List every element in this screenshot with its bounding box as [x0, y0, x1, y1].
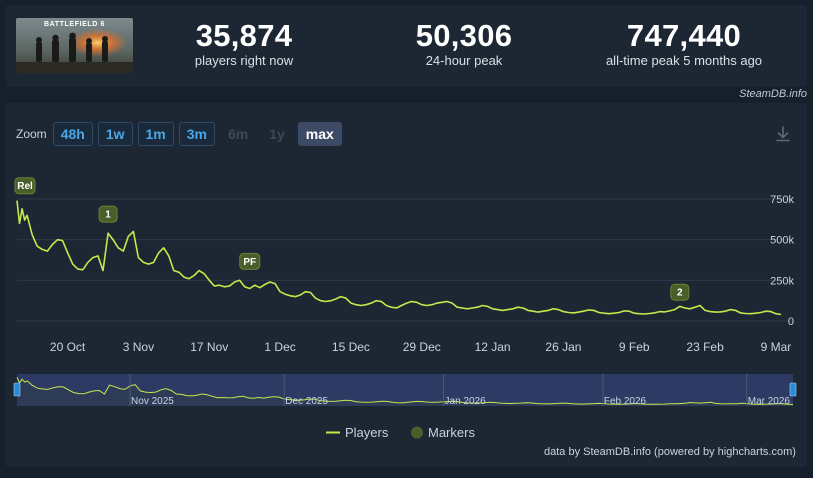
x-tick-label: 9 Mar	[761, 340, 792, 354]
stat-24h-peak: 50,306 24-hour peak	[394, 19, 534, 69]
players-series	[16, 200, 782, 316]
y-tick-label: 500k	[770, 235, 794, 247]
marker-label: 1	[105, 210, 111, 221]
markers-legend-swatch	[411, 426, 423, 439]
zoom-controls: Zoom 48h 1w 1m 3m 6m 1y max	[16, 122, 347, 146]
zoom-48h-button[interactable]: 48h	[52, 122, 93, 146]
navigator-label: Mar 2026	[748, 396, 791, 407]
stat-label: players right now	[194, 53, 294, 68]
x-tick-label: 9 Feb	[619, 340, 650, 354]
x-tick-label: 17 Nov	[190, 340, 228, 354]
stat-value: 747,440	[626, 18, 742, 53]
navigator-handle-left[interactable]	[13, 382, 21, 397]
zoom-1m-button[interactable]: 1m	[137, 122, 174, 146]
x-tick-label: 15 Dec	[332, 340, 370, 354]
chart-axes: 0 250k 500k 750k 20 Oct 3 Nov 17 Nov 1 Dec 15 De…	[50, 194, 795, 354]
x-tick-label: 26 Jan	[545, 340, 581, 354]
steamdb-credit[interactable]: SteamDB.info	[739, 88, 807, 100]
y-tick-label: 250k	[770, 275, 794, 287]
marker-flag	[670, 283, 690, 301]
game-thumbnail[interactable]: BATTLEFIELD 6	[16, 18, 133, 73]
marker-pf[interactable]: PF	[239, 252, 261, 270]
chart-gridlines	[17, 198, 793, 322]
footer-credit[interactable]: data by SteamDB.info (powered by highcha…	[544, 446, 796, 458]
stats-bar: BATTLEFIELD 6 35,874 players right now 5…	[6, 5, 807, 87]
zoom-label: Zoom	[16, 127, 47, 141]
navigator-handle-right[interactable]	[789, 382, 797, 397]
navigator-label: Jan 2026	[445, 396, 487, 407]
zoom-max-button[interactable]: max	[297, 122, 342, 146]
zoom-3m-button[interactable]: 3m	[178, 122, 215, 146]
stat-label: 24-hour peak	[425, 53, 503, 68]
marker-1[interactable]: 1	[98, 205, 118, 223]
stat-value: 50,306	[415, 18, 513, 53]
navigator-line	[16, 377, 794, 405]
players-line	[16, 200, 782, 316]
game-thumbnail-art	[16, 18, 133, 73]
players-legend-label[interactable]: Players	[345, 425, 389, 440]
x-tick-label: 29 Dec	[403, 340, 441, 354]
game-thumb-title: BATTLEFIELD 6	[44, 21, 105, 28]
x-tick-label: 23 Feb	[686, 340, 724, 354]
x-tick-label: 20 Oct	[50, 340, 86, 354]
navigator-area	[17, 377, 793, 406]
marker-flag	[239, 252, 261, 270]
navigator-label: Feb 2026	[604, 396, 647, 407]
zoom-1y-button: 1y	[261, 122, 293, 146]
download-icon[interactable]	[774, 125, 792, 143]
marker-label: 2	[677, 288, 683, 299]
stat-current-players: 35,874 players right now	[174, 19, 314, 69]
marker-series: Rel 1 PF 2	[14, 177, 690, 301]
markers-legend-label[interactable]: Markers	[428, 425, 475, 440]
marker-label: Rel	[17, 181, 33, 192]
marker-label: PF	[243, 257, 256, 268]
navigator-label: Nov 2025	[131, 396, 174, 407]
x-tick-label: 12 Jan	[475, 340, 511, 354]
stat-value: 35,874	[195, 18, 293, 53]
x-tick-label: 3 Nov	[123, 340, 154, 354]
chart-legend[interactable]: Players Markers	[326, 425, 475, 440]
stat-label: all-time peak 5 months ago	[605, 53, 763, 68]
stat-alltime-peak: 747,440 all-time peak 5 months ago	[594, 19, 774, 69]
marker-rel[interactable]: Rel	[14, 177, 36, 195]
navigator-label: Dec 2025	[285, 396, 328, 407]
marker-flag	[98, 205, 118, 223]
marker-2[interactable]: 2	[670, 283, 690, 301]
y-tick-label: 750k	[770, 194, 794, 206]
navigator[interactable]: Nov 2025 Dec 2025 Jan 2026 Feb 2026 Mar 2026	[13, 374, 797, 407]
player-count-chart[interactable]: Nov 2025 Dec 2025 Jan 2026 Feb 2026 Mar 2026…	[6, 103, 807, 467]
y-tick-label: 0	[788, 316, 794, 328]
zoom-1w-button[interactable]: 1w	[97, 122, 133, 146]
marker-flag	[14, 177, 36, 195]
x-tick-label: 1 Dec	[264, 340, 295, 354]
zoom-6m-button: 6m	[220, 122, 256, 146]
chart-panel: Zoom 48h 1w 1m 3m 6m 1y max Nov 2025 Dec …	[6, 103, 807, 467]
